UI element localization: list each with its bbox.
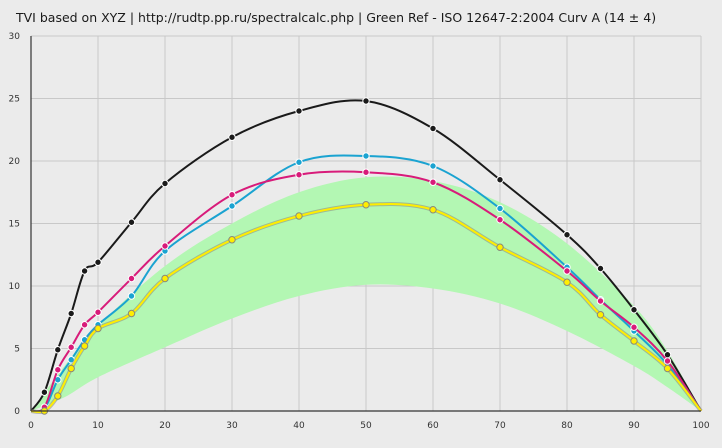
series-point: [94, 308, 102, 316]
series-point: [496, 204, 504, 213]
series-point: [563, 267, 571, 275]
series-point: [228, 191, 236, 199]
y-tick-label: 25: [9, 95, 20, 105]
tick-labels: 0 10 20 30 40 50 60 70 80 90 100 0 5 10 15 20 25 30: [9, 32, 710, 431]
series-point: [496, 243, 504, 251]
series-point: [596, 264, 605, 273]
x-tick-label: 80: [561, 421, 573, 431]
series-point: [429, 162, 437, 170]
x-tick-label: 60: [427, 421, 439, 431]
series-point: [80, 267, 89, 275]
series-point: [67, 364, 75, 373]
series-point: [54, 366, 62, 374]
series-lines: [30, 97, 703, 415]
x-tick-label: 30: [226, 421, 238, 431]
x-tick-label: 90: [628, 421, 640, 431]
series-point: [630, 323, 638, 331]
series-point: [228, 236, 236, 244]
series-point: [496, 216, 504, 224]
series-point: [295, 107, 303, 115]
series-point: [94, 258, 102, 266]
axes: [30, 36, 701, 412]
x-tick-label: 50: [360, 421, 372, 431]
x-tick-label: 40: [293, 421, 305, 431]
series-point: [429, 124, 437, 133]
reference-band: [31, 176, 701, 411]
y-tick-label: 15: [9, 220, 20, 230]
series-point: [429, 206, 437, 214]
series-point: [54, 346, 62, 354]
y-tick-label: 20: [9, 157, 21, 167]
series-point: [80, 321, 89, 329]
y-tick-label: 10: [9, 282, 21, 292]
series-point: [40, 388, 49, 396]
series-point: [80, 342, 89, 350]
series-point: [67, 343, 75, 351]
series-point: [295, 171, 303, 179]
series-point: [496, 176, 504, 184]
reference-band-area: [31, 176, 701, 411]
series-point: [630, 337, 638, 345]
series-point: [127, 218, 136, 226]
series-point: [127, 292, 136, 300]
series-point: [663, 364, 672, 373]
series-point: [362, 152, 370, 160]
x-tick-label: 20: [159, 421, 171, 431]
series-point: [630, 306, 638, 314]
series-point: [362, 97, 370, 105]
series-point: [596, 297, 605, 305]
y-tick-label: 5: [14, 345, 20, 355]
x-tick-label: 70: [494, 421, 506, 431]
y-tick-label: 30: [9, 32, 21, 42]
series-point: [161, 179, 169, 188]
series-point: [161, 242, 169, 250]
series-point: [295, 158, 303, 166]
x-tick-label: 0: [28, 421, 34, 431]
chart-title: TVI based on XYZ | http://rudtp.pp.ru/sp…: [16, 10, 657, 25]
series-point: [596, 311, 605, 319]
series-point: [67, 309, 75, 318]
series-point: [127, 274, 136, 283]
series-point: [161, 274, 169, 283]
series-point: [54, 392, 62, 400]
series-point: [228, 202, 236, 210]
y-tick-label: 0: [14, 407, 20, 417]
x-tick-label: 10: [92, 421, 104, 431]
series-point: [127, 309, 136, 318]
series-point: [94, 324, 102, 333]
series-point: [228, 133, 236, 141]
x-tick-label: 100: [692, 421, 709, 431]
series-point: [429, 178, 437, 186]
series-point: [295, 212, 303, 220]
series-point: [362, 201, 370, 209]
series-point: [563, 231, 571, 239]
series-point: [362, 168, 370, 176]
series-point: [663, 357, 672, 365]
series-point: [563, 278, 571, 286]
